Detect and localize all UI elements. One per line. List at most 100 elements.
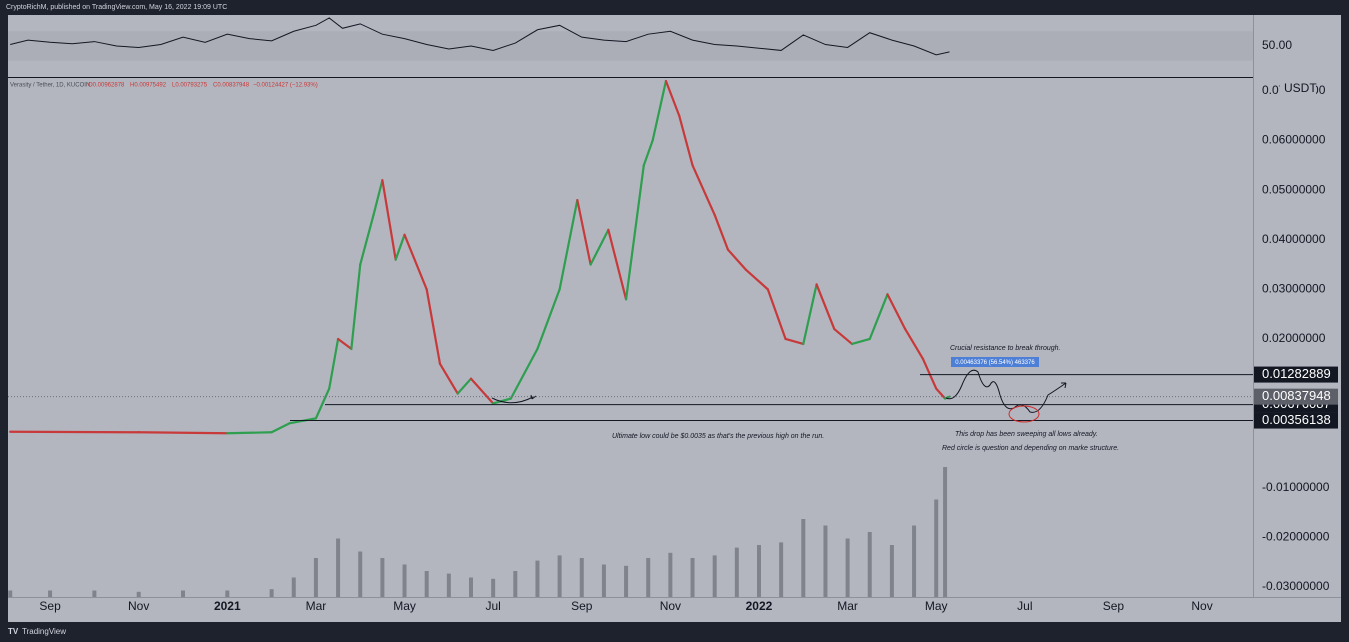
volume-bar [313,558,318,597]
price-segment [664,79,681,117]
price-segment [403,233,428,291]
projection-path [945,369,1067,413]
last-price-label: 0.00837948 [1262,388,1331,403]
price-segment [766,288,787,341]
rsi-band [8,31,1253,61]
x-tick-label: Mar [837,599,858,613]
price-segment [691,164,716,217]
price-segment [642,139,654,167]
low-arc [491,396,534,404]
y-tick-label: 0.04000000 [1262,232,1326,246]
measure-label: 0.00463376 (56.54%) 463376 [955,360,1035,366]
x-tick-label: Nov [1191,599,1212,613]
volume-bar [867,532,872,597]
volume-bar [446,573,451,597]
volume-bar [358,551,363,597]
price-segment [784,337,805,346]
level-label: 0.00356138 [1262,412,1331,427]
y-tick-label: -0.02000000 [1262,530,1330,544]
ohlc-value: H0.00975492 [130,83,167,89]
y-tick-label: 0.05000000 [1262,182,1326,196]
chart-background [8,15,1341,622]
volume-bar [624,565,629,597]
ohlc-value: C0.00837948 [213,83,250,89]
volume-bar [291,577,296,597]
volume-bar [225,590,230,597]
price-segment [558,198,579,291]
price-segment [226,431,273,435]
publisher: CryptoRichM, published on TradingView.co… [6,4,227,11]
red-circle [1008,405,1040,423]
price-segment [815,283,836,331]
price-segment [651,79,668,142]
x-tick-label: 2022 [746,599,773,613]
x-tick-label: Sep [1103,599,1125,613]
price-segment [328,337,340,390]
volume-bar [943,467,948,597]
price-segment [509,347,539,400]
footer-logo: TV [8,627,19,636]
rsi-line [10,17,950,56]
price-segment [492,397,512,405]
volume-bar [48,590,53,597]
volume-bar [712,555,717,597]
price-segment [904,327,925,360]
ohlc-value: O0.00962878 [88,83,125,89]
annotation: Red circle is question and depending on … [942,445,1119,452]
volume-bar [845,538,850,597]
x-tick-label: 2021 [214,599,241,613]
volume-bar [889,545,894,597]
volume-bar [8,590,13,597]
price-segment [314,387,331,420]
price-segment [833,327,854,346]
y-tick-label: 0.02000000 [1262,331,1326,345]
price-segment [678,114,694,167]
x-tick-label: May [925,599,948,613]
price-segment [943,395,951,400]
unit-label: USDT [1284,81,1317,95]
price-segment [536,288,561,351]
price-segment [425,288,442,365]
volume-bar [513,571,518,597]
volume-bar [912,525,917,597]
level-box [1254,412,1338,429]
ohlc-value: L0.00793275 [172,83,208,89]
price-segment [624,164,645,301]
volume-bar [779,542,784,597]
price-segment [438,362,459,395]
volume-bar [601,564,606,597]
volume-bar [646,558,651,597]
symbol: Verasity / Tether, 1D, KUCOIN [10,83,90,89]
volume-bar [269,589,274,597]
x-tick-label: Jul [485,599,500,613]
x-tick-label: Sep [571,599,593,613]
volume-bar [468,577,473,597]
annotation: This drop has been sweeping all lows alr… [955,431,1098,438]
price-segment [381,179,397,261]
y-tick-label: 50.00 [1262,38,1292,52]
x-tick-label: Nov [128,599,149,613]
volume-bar [336,538,341,597]
volume-bar [491,578,496,597]
price-segment [137,431,229,435]
price-segment [589,228,610,266]
price-segment [886,293,907,331]
y-tick-label: 0.06000000 [1262,133,1326,147]
annotation: Ultimate low could be $0.0035 as that's … [612,433,824,440]
x-tick-label: Mar [306,599,327,613]
price-segment [469,377,495,405]
footer-brand[interactable]: TradingView [22,627,66,636]
price-segment [744,268,769,291]
volume-bar [181,590,186,597]
x-tick-label: Jul [1017,599,1032,613]
price-segment [607,228,628,301]
volume-bar [136,591,141,597]
price-segment [394,233,406,261]
projection-arrow [1061,382,1067,389]
price-segment [868,293,889,341]
price-segment [921,357,938,390]
volume-bar [668,552,673,597]
volume-bar [380,558,385,597]
last-price-box [1254,388,1338,405]
